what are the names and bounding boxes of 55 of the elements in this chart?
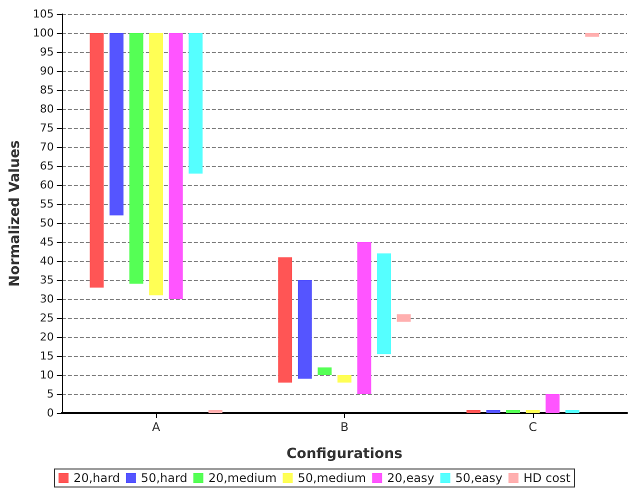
y-tick-label: 50	[40, 216, 54, 230]
y-tick-label: 15	[40, 350, 54, 362]
y-axis-title: Normalized Values	[7, 140, 23, 287]
y-tick-label: 100	[32, 26, 54, 40]
bar	[149, 33, 164, 296]
bar	[188, 33, 203, 174]
legend-label: 20,easy	[387, 471, 434, 485]
bar	[585, 33, 600, 37]
y-tick-label: 30	[40, 292, 54, 306]
bar	[208, 410, 222, 413]
legend-label: 20,medium	[208, 471, 277, 485]
y-tick-label: 5	[46, 388, 54, 400]
y-tick-label: 10	[40, 368, 54, 382]
y-tick-label: 0	[46, 406, 54, 420]
bar	[337, 375, 352, 383]
legend-label: HD cost	[523, 471, 571, 485]
y-tick-label: 25	[40, 312, 54, 324]
x-tick-label: B	[340, 420, 349, 434]
y-tick-label: 90	[40, 64, 54, 78]
legend-label: 50,easy	[455, 471, 502, 485]
y-tick-label: 45	[40, 236, 54, 248]
bar	[565, 410, 580, 413]
y-tick-label: 85	[40, 84, 54, 96]
y-tick-label: 70	[40, 140, 54, 154]
x-tick-label: C	[528, 420, 538, 434]
x-axis-title: Configurations	[286, 446, 402, 462]
bar	[298, 280, 312, 379]
legend-label: 20,hard	[74, 471, 120, 485]
y-tick-label: 55	[40, 198, 54, 210]
y-tick-label: 80	[40, 102, 54, 116]
legend-label: 50,medium	[298, 471, 366, 485]
bar	[377, 253, 391, 354]
bar	[526, 410, 540, 413]
y-tick-label: 75	[40, 122, 54, 134]
y-tick-label: 35	[40, 274, 54, 286]
bar	[357, 242, 372, 394]
legend-label: 50,hard	[140, 471, 188, 485]
bar	[396, 314, 411, 322]
y-tick-label: 105	[32, 8, 54, 20]
bar	[110, 33, 124, 216]
bar	[486, 410, 500, 413]
y-tick-label: 40	[40, 254, 54, 268]
y-tick-label: 20	[40, 330, 54, 344]
y-tick-label: 60	[40, 178, 54, 192]
bar	[506, 410, 520, 413]
bar	[90, 33, 104, 288]
bar	[278, 257, 292, 383]
bar	[546, 394, 560, 413]
y-tick-label: 95	[40, 46, 54, 58]
bar	[168, 33, 183, 299]
y-tick-label: 65	[40, 160, 54, 172]
x-tick-label: A	[152, 420, 161, 434]
bar	[466, 410, 480, 413]
bar	[318, 367, 332, 375]
bar	[129, 33, 144, 284]
